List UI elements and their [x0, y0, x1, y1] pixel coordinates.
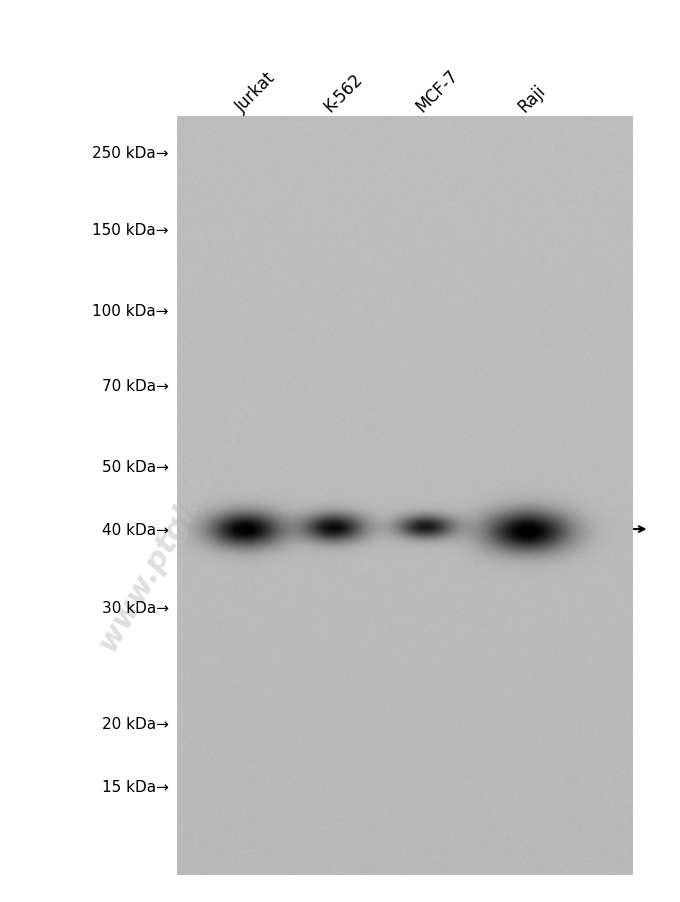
- Text: Raji: Raji: [514, 81, 549, 115]
- Text: 70 kDa→: 70 kDa→: [102, 379, 169, 393]
- Text: 20 kDa→: 20 kDa→: [102, 716, 169, 731]
- Text: www.ptglab.com: www.ptglab.com: [92, 391, 261, 655]
- Text: 150 kDa→: 150 kDa→: [92, 223, 169, 237]
- Text: 15 kDa→: 15 kDa→: [102, 779, 169, 794]
- Text: 50 kDa→: 50 kDa→: [102, 460, 169, 474]
- Text: Jurkat: Jurkat: [232, 69, 279, 115]
- Text: 40 kDa→: 40 kDa→: [102, 522, 169, 537]
- Text: 100 kDa→: 100 kDa→: [92, 304, 169, 318]
- Text: 250 kDa→: 250 kDa→: [92, 146, 169, 161]
- Text: K-562: K-562: [320, 69, 366, 115]
- Text: 30 kDa→: 30 kDa→: [101, 601, 169, 615]
- Text: MCF-7: MCF-7: [412, 66, 462, 115]
